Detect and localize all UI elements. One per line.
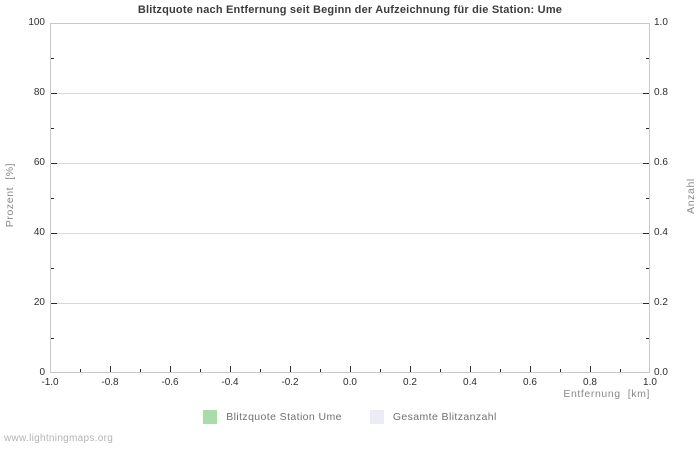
x-minor-tick xyxy=(440,369,441,372)
y-left-minor-tick xyxy=(51,198,54,199)
y-right-tick-label: 0.8 xyxy=(654,87,668,98)
x-major-tick xyxy=(110,366,111,372)
legend-swatch xyxy=(369,410,384,424)
y-right-minor-tick xyxy=(646,128,649,129)
y-right-major-tick xyxy=(643,163,649,164)
x-major-tick xyxy=(170,366,171,372)
x-tick-label: 0.6 xyxy=(523,377,537,388)
y-right-tick-label: 0.0 xyxy=(654,367,668,378)
y-right-tick-label: 0.4 xyxy=(654,227,668,238)
y-left-major-tick xyxy=(51,233,57,234)
gridline xyxy=(50,93,650,94)
x-tick-label: -1.0 xyxy=(41,377,59,388)
x-axis-title: Entfernung [km] xyxy=(563,388,650,400)
legend-item: Gesamte Blitzanzahl xyxy=(369,410,497,424)
y-left-tick-label: 0 xyxy=(39,367,45,378)
x-tick-label: 0.0 xyxy=(343,377,357,388)
x-major-tick xyxy=(410,366,411,372)
x-tick-label: -0.8 xyxy=(101,377,119,388)
y-left-tick-label: 20 xyxy=(33,297,45,308)
y-left-minor-tick xyxy=(51,128,54,129)
x-major-tick xyxy=(290,366,291,372)
y-left-tick-label: 100 xyxy=(28,17,45,28)
y-right-tick-label: 1.0 xyxy=(654,17,668,28)
x-minor-tick xyxy=(260,369,261,372)
x-minor-tick xyxy=(500,369,501,372)
y-axis-right-title: Anzahl xyxy=(685,178,697,214)
gridline xyxy=(50,303,650,304)
chart-title: Blitzquote nach Entfernung seit Beginn d… xyxy=(137,4,563,16)
x-major-tick xyxy=(350,366,351,372)
watermark-text: www.lightningmaps.org xyxy=(4,433,114,444)
x-minor-tick xyxy=(560,369,561,372)
y-axis-left-title: Prozent [%] xyxy=(4,162,16,228)
y-left-minor-tick xyxy=(51,268,54,269)
gridline xyxy=(50,163,650,164)
legend-label: Blitzquote Station Ume xyxy=(226,411,342,423)
y-right-minor-tick xyxy=(646,58,649,59)
y-right-tick-label: 0.6 xyxy=(654,157,668,168)
x-minor-tick xyxy=(140,369,141,372)
x-major-tick xyxy=(230,366,231,372)
y-left-minor-tick xyxy=(51,58,54,59)
y-right-minor-tick xyxy=(646,338,649,339)
x-minor-tick xyxy=(200,369,201,372)
y-right-major-tick xyxy=(643,233,649,234)
y-right-major-tick xyxy=(643,93,649,94)
y-left-major-tick xyxy=(51,303,57,304)
legend: Blitzquote Station Ume Gesamte Blitzanzah… xyxy=(0,410,700,424)
x-tick-label: 0.8 xyxy=(583,377,597,388)
y-left-tick-label: 80 xyxy=(33,87,45,98)
legend-label: Gesamte Blitzanzahl xyxy=(392,411,497,423)
legend-swatch xyxy=(203,410,218,424)
x-minor-tick xyxy=(320,369,321,372)
x-tick-label: 0.2 xyxy=(403,377,417,388)
y-right-minor-tick xyxy=(646,268,649,269)
x-tick-label: -0.6 xyxy=(161,377,179,388)
plot-area xyxy=(50,23,650,373)
y-left-tick-label: 60 xyxy=(33,157,45,168)
y-right-tick-label: 0.2 xyxy=(654,297,668,308)
legend-item: Blitzquote Station Ume xyxy=(203,410,342,424)
x-tick-label: -0.4 xyxy=(221,377,239,388)
x-major-tick xyxy=(530,366,531,372)
gridline xyxy=(50,233,650,234)
y-left-tick-label: 40 xyxy=(33,227,45,238)
x-tick-label: -0.2 xyxy=(281,377,299,388)
x-minor-tick xyxy=(380,369,381,372)
x-major-tick xyxy=(470,366,471,372)
y-left-major-tick xyxy=(51,163,57,164)
x-minor-tick xyxy=(620,369,621,372)
x-major-tick xyxy=(590,366,591,372)
x-tick-label: 0.4 xyxy=(463,377,477,388)
y-right-major-tick xyxy=(643,303,649,304)
y-right-minor-tick xyxy=(646,198,649,199)
y-left-major-tick xyxy=(51,93,57,94)
x-tick-label: 1.0 xyxy=(643,377,657,388)
x-minor-tick xyxy=(80,369,81,372)
y-left-minor-tick xyxy=(51,338,54,339)
